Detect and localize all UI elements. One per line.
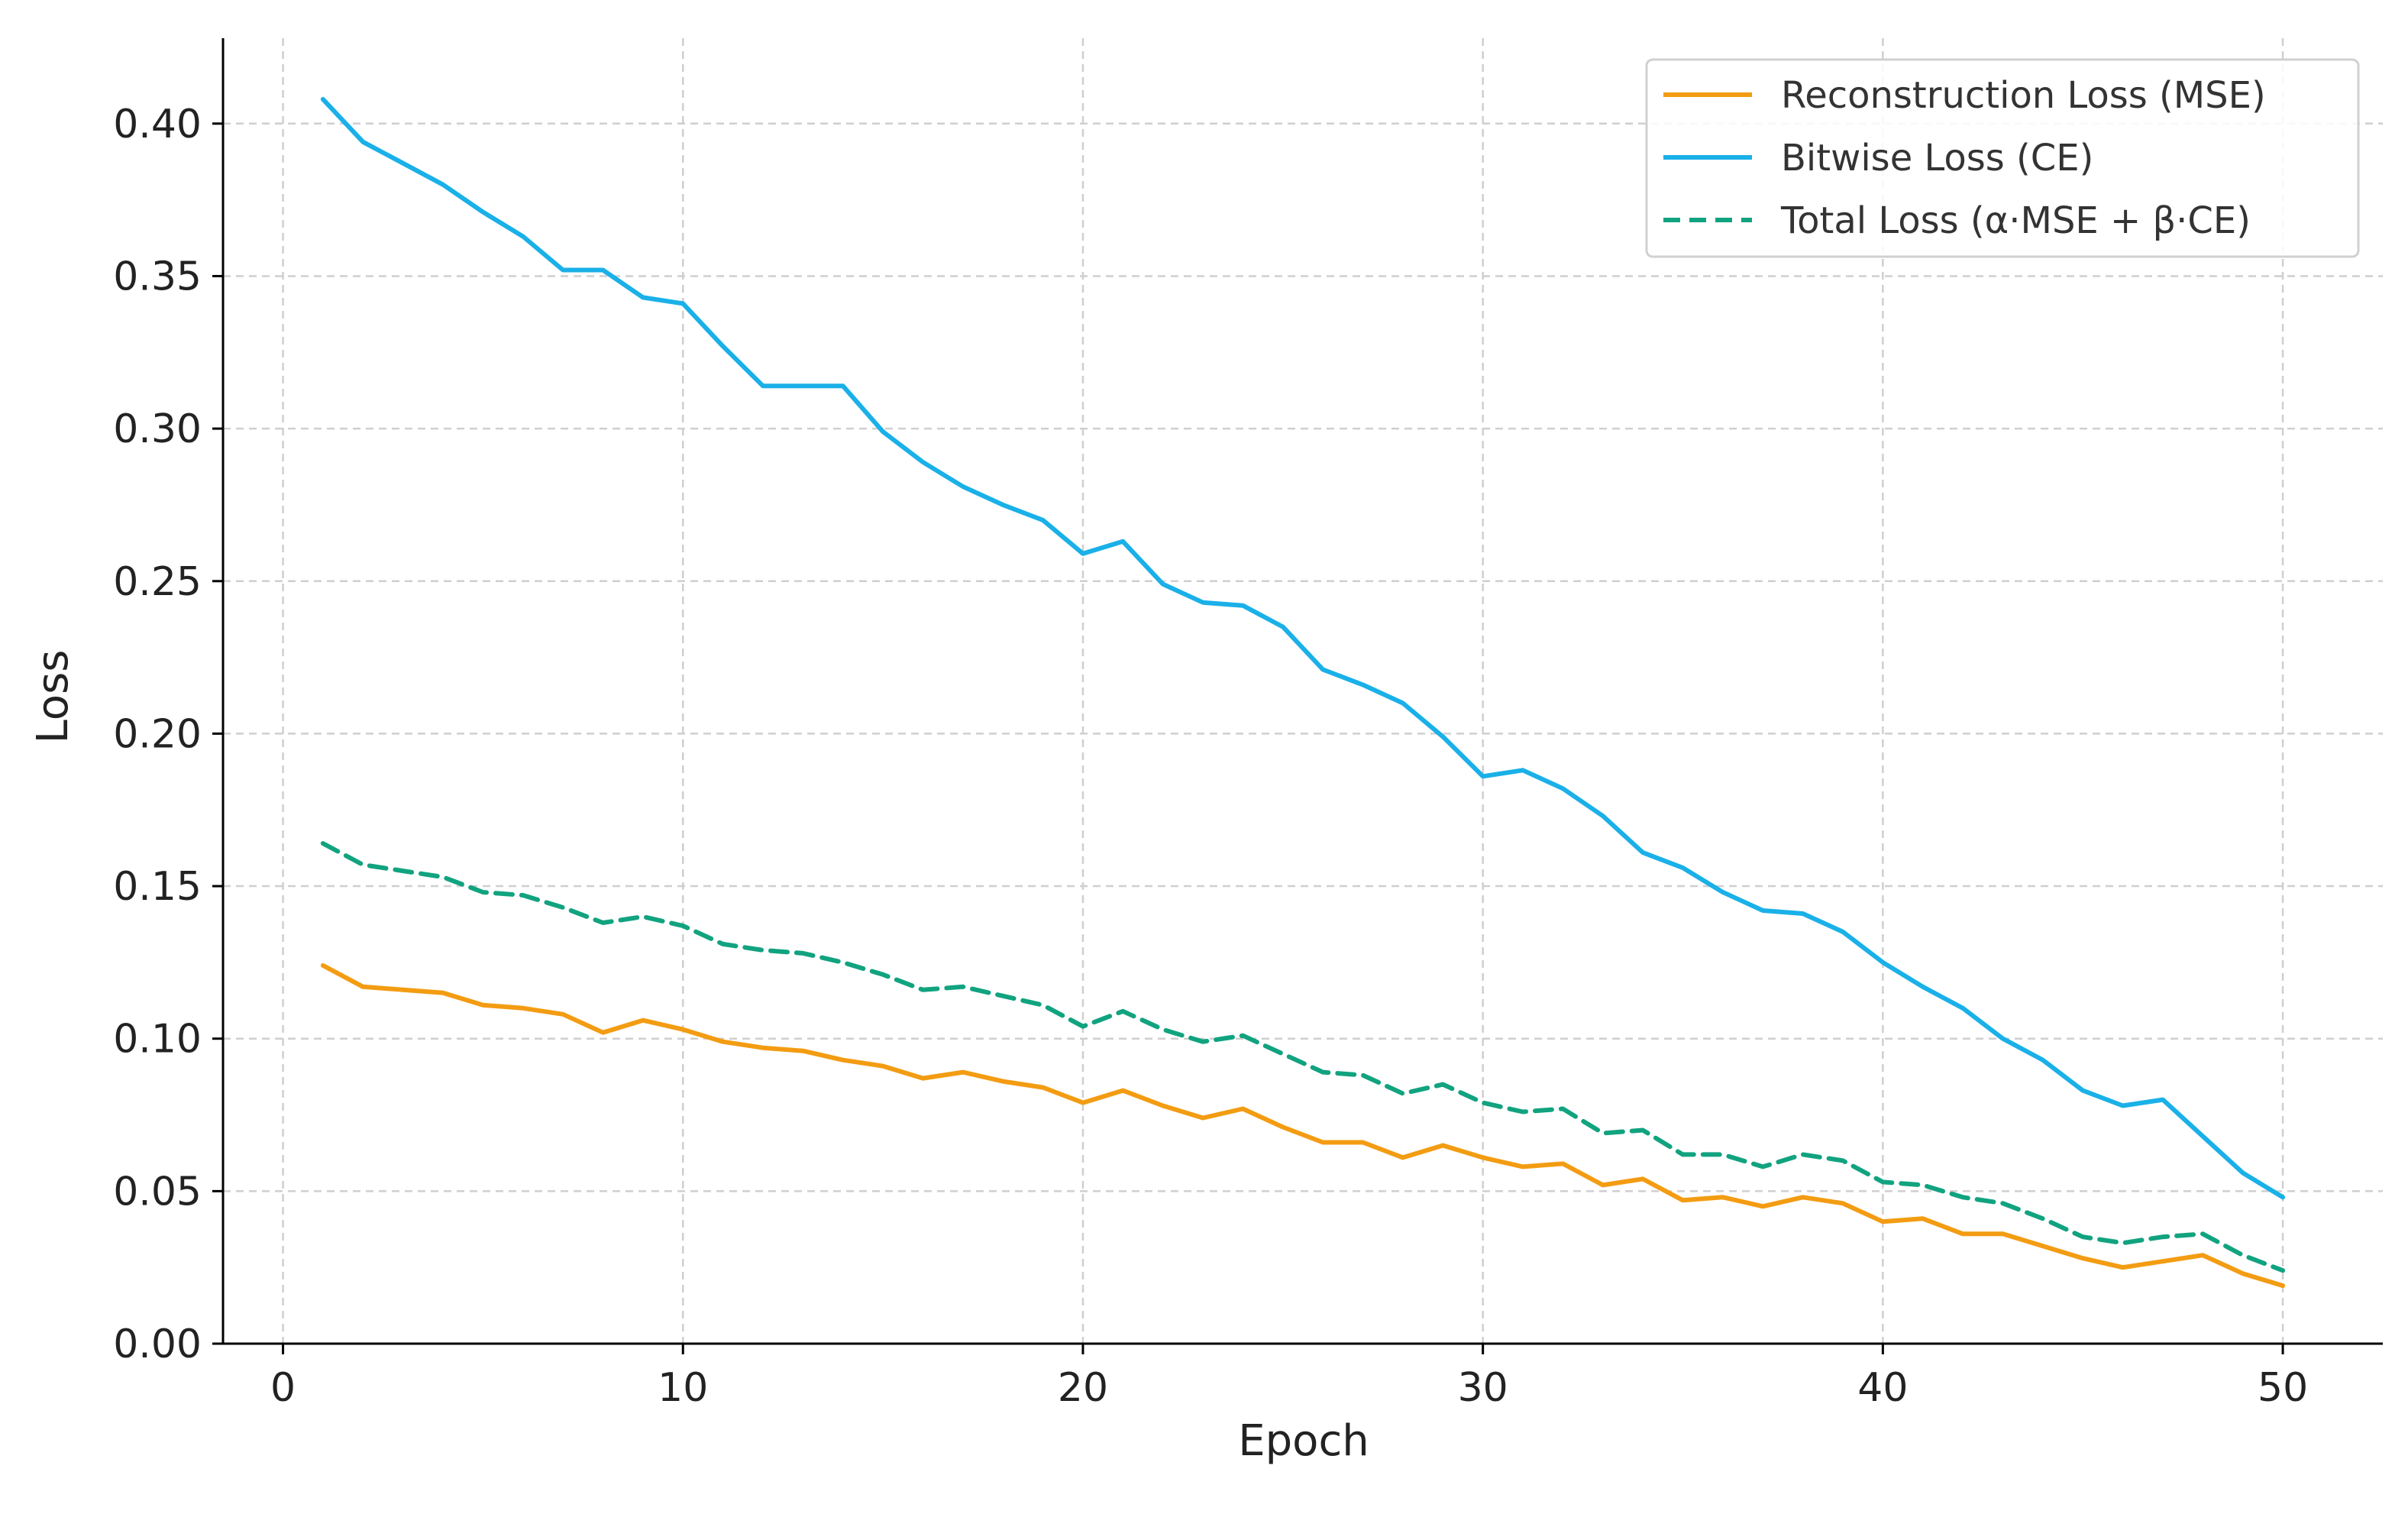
y-tick-label: 0.20 (113, 711, 202, 757)
legend-box (1645, 58, 2360, 258)
x-tick-label: 10 (658, 1365, 708, 1411)
legend-label: Bitwise Loss (CE) (1781, 137, 2093, 180)
x-tick-label: 30 (1458, 1365, 1508, 1411)
legend-label: Reconstruction Loss (MSE) (1781, 74, 2266, 117)
y-tick-label: 0.35 (113, 254, 202, 299)
y-tick-label: 0.40 (113, 102, 202, 147)
y-tick-label: 0.15 (113, 864, 202, 910)
x-tick-label: 0 (270, 1365, 296, 1411)
y-tick-label: 0.05 (113, 1169, 202, 1215)
y-tick-label: 0.10 (113, 1017, 202, 1063)
series-lines (320, 96, 2286, 1289)
x-tick-label: 20 (1058, 1365, 1108, 1411)
legend: Reconstruction Loss (MSE) Bitwise Loss (C… (1645, 58, 2360, 258)
y-tick-label: 0.00 (113, 1322, 202, 1367)
series-line-total-loss-mse-ce (320, 841, 2286, 1273)
x-axis-title: Epoch (1238, 1416, 1369, 1466)
series-line-reconstruction-loss-mse (320, 962, 2286, 1289)
ticks: 0 10 20 30 40 50 0.00 0.05 0.10 0.15 0.20 0.25 0.30 0… (113, 102, 2308, 1411)
legend-label: Total Loss (α·MSE + β·CE) (1780, 199, 2251, 242)
y-axis-title: Loss (28, 650, 78, 744)
axes (221, 38, 2383, 1345)
y-tick-label: 0.25 (113, 559, 202, 605)
y-tick-label: 0.30 (113, 406, 202, 452)
x-tick-label: 50 (2258, 1365, 2308, 1411)
series-line-bitwise-loss-ce (320, 96, 2286, 1200)
x-tick-label: 40 (1857, 1365, 1908, 1411)
